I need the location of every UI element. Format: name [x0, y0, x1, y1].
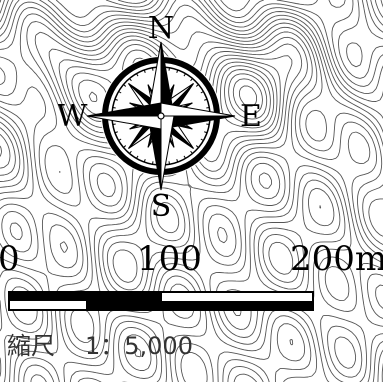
compass-tick: [176, 69, 179, 73]
scale-caption: 縮尺 1：5,000: [7, 334, 193, 358]
compass-tick: [129, 78, 132, 82]
compass-tick: [114, 98, 118, 101]
compass-tick: [112, 123, 116, 126]
compass-cardinal-point: [86, 115, 162, 130]
compass-tick: [200, 91, 204, 94]
compass-center: [157, 112, 165, 120]
scale-bar: [8, 291, 314, 311]
compass-star-icon: [86, 41, 236, 191]
compass-tick: [143, 159, 146, 163]
compass-tick: [151, 67, 154, 71]
scale-label-middle: 100: [137, 239, 202, 279]
compass-tick: [183, 155, 186, 159]
compass-south-label: S: [151, 189, 172, 223]
compass-tick: [206, 123, 210, 126]
compass-tick: [168, 67, 171, 71]
compass-tick: [190, 150, 193, 154]
scale-bar-segment: [162, 293, 312, 309]
compass-tick: [183, 73, 186, 77]
compass-tick: [118, 91, 122, 94]
compass-cardinal-point: [160, 115, 175, 191]
compass-tick: [204, 98, 208, 101]
compass-tick: [136, 155, 139, 159]
compass-tick: [129, 150, 132, 154]
compass-east-label: E: [240, 99, 262, 134]
compass-tick: [168, 161, 171, 165]
compass-tick: [195, 84, 199, 87]
scale-ratio: 1：5,000: [85, 332, 193, 360]
scale-label-end: 200m: [290, 239, 383, 279]
scale-bar-segment: [10, 293, 86, 309]
compass-tick: [200, 138, 204, 141]
compass-tick: [151, 161, 154, 165]
compass-tick: [190, 78, 193, 82]
compass-rose: N E S W: [58, 11, 262, 223]
compass-tick: [123, 84, 127, 87]
compass-north-label: N: [148, 11, 174, 46]
scale-caption-label: 縮尺: [7, 332, 55, 360]
compass-tick: [143, 69, 146, 73]
compass-tick: [176, 159, 179, 163]
compass-tick: [136, 73, 139, 77]
scale-label-zero: 0: [0, 239, 20, 279]
compass-tick: [204, 131, 208, 134]
scale-bar-segment: [86, 293, 162, 309]
compass-tick: [195, 145, 199, 148]
compass-tick: [118, 138, 122, 141]
compass-tick: [114, 131, 118, 134]
compass-tick: [112, 106, 116, 109]
compass-tick: [123, 145, 127, 148]
compass-tick: [206, 106, 210, 109]
compass-west-label: W: [58, 99, 88, 134]
